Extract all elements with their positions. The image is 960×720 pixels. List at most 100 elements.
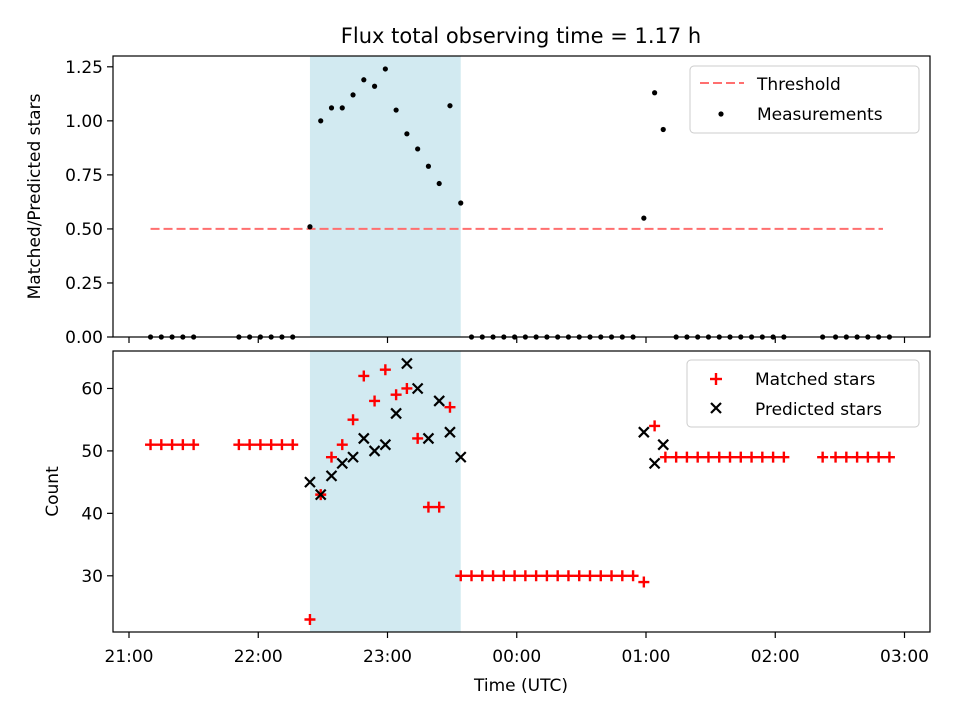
matched-star-point (562, 570, 574, 582)
measurement-point (415, 146, 421, 152)
y-tick-label: 30 (81, 567, 103, 587)
matched-star-point (433, 501, 445, 513)
matched-star-point (336, 439, 348, 451)
measurement-point (404, 131, 410, 137)
y-tick-label: 0.50 (65, 220, 103, 240)
predicted-star-point (433, 395, 445, 407)
top-panel: 0.00 0.25 0.50 0.75 1.00 1.25 Matched/Predict… (25, 55, 931, 348)
matched-star-point (444, 401, 456, 413)
matched-star-point (422, 501, 434, 513)
matched-star-point (401, 382, 413, 394)
measurement-point (350, 92, 356, 98)
matched-star-point (862, 451, 874, 463)
matched-stars-series (145, 364, 895, 626)
bottom-plot-frame (112, 350, 931, 633)
matched-star-point (412, 432, 424, 444)
measurements-legend-swatch (718, 111, 724, 117)
top-legend-box (689, 65, 920, 134)
measurement-point (382, 66, 388, 72)
bottom-legend: Matched stars Predicted stars (686, 359, 920, 428)
matched-star-point (756, 451, 768, 463)
x-tick-label: 03:00 (880, 647, 929, 667)
matched-star-point (530, 570, 542, 582)
matched-legend-swatch (710, 373, 722, 385)
matched-star-point (627, 570, 639, 582)
matched-star-point (476, 570, 488, 582)
matched-star-point (724, 451, 736, 463)
x-tick-label: 21:00 (105, 647, 154, 667)
matched-star-point (166, 439, 178, 451)
predicted-star-point (314, 488, 327, 501)
x-axis-label: Time (UTC) (473, 676, 568, 696)
matched-star-point (509, 570, 521, 582)
matched-star-point (498, 570, 510, 582)
matched-star-point (552, 570, 564, 582)
y-tick-label: 0.75 (65, 166, 103, 186)
bottom-legend-box (686, 359, 920, 428)
predicted-stars-series (304, 357, 670, 501)
bottom-shaded-region (309, 351, 461, 632)
matched-star-point (347, 414, 359, 426)
matched-star-point (244, 439, 256, 451)
measurement-point (660, 126, 666, 133)
x-tick-label: 23:00 (363, 647, 412, 667)
measurement-point (436, 180, 442, 187)
measurement-point (328, 105, 335, 111)
predicted-star-point (422, 432, 435, 445)
top-y-axis: 0.00 0.25 0.50 0.75 1.00 1.25 (65, 58, 113, 348)
matched-star-point (390, 389, 402, 401)
measurement-point (458, 200, 464, 206)
matched-star-point (746, 451, 758, 463)
top-legend: Threshold Measurements (689, 65, 920, 134)
predicted-star-point (648, 457, 661, 470)
y-tick-label: 0.00 (65, 328, 103, 348)
predicted-legend-swatch (710, 402, 722, 414)
top-x-axis (128, 337, 906, 343)
chart-title: Flux total observing time = 1.17 h (341, 24, 701, 48)
measurement-point (318, 118, 324, 124)
predicted-legend-label: Predicted stars (755, 400, 882, 420)
y-tick-label: 1.00 (65, 112, 103, 132)
matched-star-point (358, 370, 370, 382)
matched-star-point (487, 570, 499, 582)
matched-star-point (817, 451, 829, 463)
predicted-star-point (390, 407, 402, 420)
x-tick-label: 00:00 (492, 647, 541, 667)
threshold-legend-label: Threshold (756, 75, 841, 95)
matched-star-point (830, 451, 842, 463)
measurement-point (339, 105, 345, 111)
predicted-star-point (454, 451, 467, 463)
predicted-star-point (336, 457, 349, 470)
predicted-star-point (358, 432, 370, 445)
matched-star-point (702, 451, 714, 463)
matched-star-point (304, 614, 316, 626)
predicted-star-point (401, 357, 413, 370)
measurement-point (652, 90, 658, 96)
y-tick-label: 1.25 (65, 58, 103, 78)
matched-star-point (883, 451, 895, 463)
x-tick-label: 01:00 (622, 647, 671, 667)
matched-star-point (455, 570, 467, 582)
measurement-point (425, 163, 432, 169)
measurements-legend-label: Measurements (757, 105, 883, 125)
matched-star-point (778, 451, 790, 463)
predicted-star-point (379, 438, 392, 451)
matched-star-point (155, 439, 167, 451)
matched-star-point (145, 439, 157, 451)
predicted-star-point (347, 451, 359, 463)
top-plot-frame (112, 55, 931, 338)
bottom-panel: 30 40 50 60 21:00 22:00 23:00 00:00 01:00 02:00 0… (43, 350, 931, 696)
predicted-star-point (638, 426, 650, 438)
matched-legend-label: Matched stars (755, 370, 875, 390)
matched-star-point (851, 451, 863, 463)
matched-star-point (276, 439, 288, 451)
predicted-star-point (325, 470, 338, 482)
matched-star-point (466, 570, 478, 582)
matched-star-point (616, 570, 628, 582)
predicted-star-point (657, 438, 670, 451)
measurement-point (447, 103, 453, 109)
matched-star-point (584, 570, 596, 582)
matched-star-point (287, 439, 299, 451)
top-y-axis-label: Matched/Predicted stars (25, 93, 45, 299)
